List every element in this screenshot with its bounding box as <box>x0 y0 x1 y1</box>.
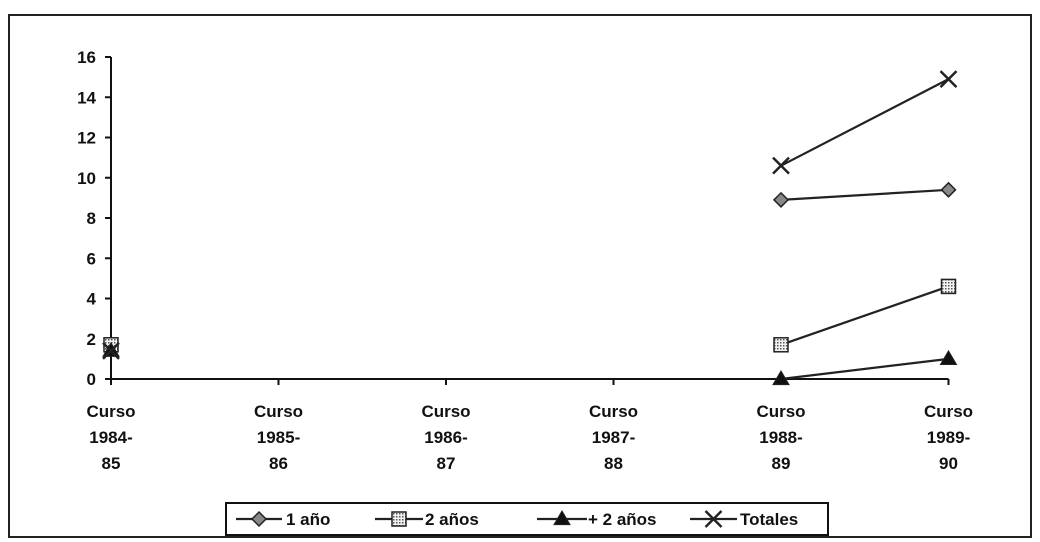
series-line-segment <box>780 188 949 201</box>
series-layer <box>102 70 958 386</box>
x-tick-label: 1986- <box>424 428 467 447</box>
x-tick-label: Curso <box>421 402 470 421</box>
series-2 <box>103 278 957 353</box>
y-tick-label: 0 <box>87 370 96 389</box>
legend-item: + 2 años <box>537 510 657 529</box>
chart-frame <box>8 14 1032 538</box>
x-tick-label: Curso <box>589 402 638 421</box>
y-tick-label: 8 <box>87 209 96 228</box>
legend: 1 año 2 años + 2 años Totales <box>225 502 829 536</box>
y-tick-label: 2 <box>87 330 96 349</box>
x-tick-label: 1984- <box>89 428 132 447</box>
legend-label: + 2 años <box>588 510 657 529</box>
legend-label: 1 año <box>286 510 330 529</box>
data-point <box>772 370 790 386</box>
y-tick-label: 16 <box>77 48 96 67</box>
y-tick-label: 14 <box>77 88 96 107</box>
legend-item: 1 año <box>236 510 330 529</box>
data-point <box>772 191 790 208</box>
x-tick-label: 85 <box>102 454 121 473</box>
data-point <box>939 349 958 365</box>
x-tick-label: Curso <box>254 402 303 421</box>
x-tick-label: 90 <box>939 454 958 473</box>
x-tick-label: 1985- <box>257 428 300 447</box>
x-tick-label: 88 <box>604 454 623 473</box>
series-3 <box>102 341 958 386</box>
legend-item: Totales <box>690 510 798 529</box>
data-point <box>940 278 957 295</box>
y-tick-label: 4 <box>87 290 97 309</box>
legend-label: Totales <box>740 510 798 529</box>
x-tick-label: Curso <box>86 402 135 421</box>
legend-marker <box>704 510 723 528</box>
data-point <box>773 337 789 353</box>
legend-marker <box>250 510 268 528</box>
data-point <box>102 341 120 360</box>
x-tick-label: 1987- <box>592 428 635 447</box>
x-tick-label: Curso <box>756 402 805 421</box>
x-tick-label: 89 <box>772 454 791 473</box>
series-line-segment <box>780 285 949 346</box>
data-point <box>940 181 957 198</box>
y-tick-label: 10 <box>77 169 96 188</box>
x-tick-label: 87 <box>437 454 456 473</box>
x-tick-label: 1988- <box>759 428 802 447</box>
x-tick-label: 1989- <box>927 428 970 447</box>
y-tick-label: 6 <box>87 249 96 268</box>
axes: 0 2 4 6 8 10 12 14 16 Curso 1984- 85 Curso 1985- 86 Cur… <box>77 48 973 473</box>
legend-marker <box>391 511 407 527</box>
legend-marker <box>553 510 571 526</box>
series-line-segment <box>780 78 950 167</box>
y-tick-label: 12 <box>77 129 96 148</box>
series-line-segment <box>780 357 949 381</box>
x-tick-label: 86 <box>269 454 288 473</box>
series-4 <box>102 70 958 360</box>
data-point <box>939 70 958 89</box>
legend-label: 2 años <box>425 510 479 529</box>
legend-box <box>225 502 829 536</box>
x-tick-label: Curso <box>924 402 973 421</box>
legend-item: 2 años <box>375 510 479 529</box>
data-point <box>772 156 790 175</box>
